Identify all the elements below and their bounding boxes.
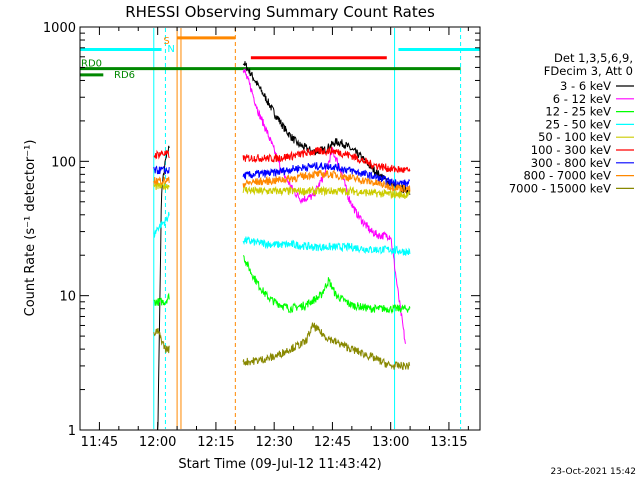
y-tick-label: 100 xyxy=(51,155,76,170)
legend-label: 6 - 12 keV xyxy=(553,92,611,106)
series-line xyxy=(153,149,170,160)
series-line xyxy=(242,322,411,371)
legend-label: 100 - 300 keV xyxy=(531,143,611,157)
series-line xyxy=(242,185,411,200)
series-line xyxy=(153,211,170,238)
series-line xyxy=(243,255,411,315)
legend: Det 1,3,5,6,9,FDecim 3, Att 03 - 6 keV6 … xyxy=(509,51,634,195)
series-line xyxy=(242,145,411,174)
chart-title: RHESSI Observing Summary Count Rates xyxy=(125,3,435,21)
y-tick-label: 1000 xyxy=(43,21,76,36)
x-tick-label: 12:45 xyxy=(314,435,351,450)
y-axis: 1 10 100 1000 xyxy=(43,21,480,439)
series-line xyxy=(153,176,170,186)
legend-header: FDecim 3, Att 0 xyxy=(544,64,633,78)
legend-label: 7000 - 15000 keV xyxy=(509,181,611,195)
flag-label-s: S xyxy=(163,36,169,47)
legend-label: 50 - 100 keV xyxy=(538,130,611,144)
timestamp: 23-Oct-2021 15:42 xyxy=(551,467,636,477)
x-axis: 11:45 12:00 12:15 12:30 12:45 13:00 13:15 xyxy=(81,27,469,450)
series-line xyxy=(242,162,411,188)
series-line xyxy=(242,67,407,345)
legend-label: 300 - 800 keV xyxy=(531,156,611,170)
flag-label-n: N xyxy=(167,44,174,55)
plot-frame xyxy=(79,26,481,431)
y-tick-label: 10 xyxy=(59,290,76,305)
legend-label: 800 - 7000 keV xyxy=(523,169,611,183)
plot-area: SN RD0 RD6 xyxy=(80,28,480,431)
y-tick-label: 1 xyxy=(68,424,76,439)
legend-label: 12 - 25 keV xyxy=(545,105,611,119)
x-tick-label: 12:00 xyxy=(139,435,176,450)
legend-label: 25 - 50 keV xyxy=(545,117,611,131)
x-tick-label: 12:15 xyxy=(197,435,234,450)
x-tick-label: 12:30 xyxy=(255,435,292,450)
x-tick-label: 13:15 xyxy=(430,435,467,450)
x-tick-label: 11:45 xyxy=(81,435,118,450)
series-line xyxy=(242,169,411,193)
flag-label-rd0: RD0 xyxy=(81,59,102,70)
flag-label-rd6: RD6 xyxy=(114,70,135,81)
series-line xyxy=(153,292,170,306)
y-axis-label: Count Rate (s⁻¹ detector⁻¹) xyxy=(23,140,38,317)
x-tick-label: 13:00 xyxy=(372,435,409,450)
series-line xyxy=(153,180,170,191)
legend-header: Det 1,3,5,6,9, xyxy=(554,51,633,65)
x-axis-label: Start Time (09-Jul-12 11:43:42) xyxy=(178,457,381,472)
series-line xyxy=(242,235,411,256)
series-line xyxy=(153,327,170,354)
legend-label: 3 - 6 keV xyxy=(560,79,611,93)
series-line xyxy=(153,165,170,175)
